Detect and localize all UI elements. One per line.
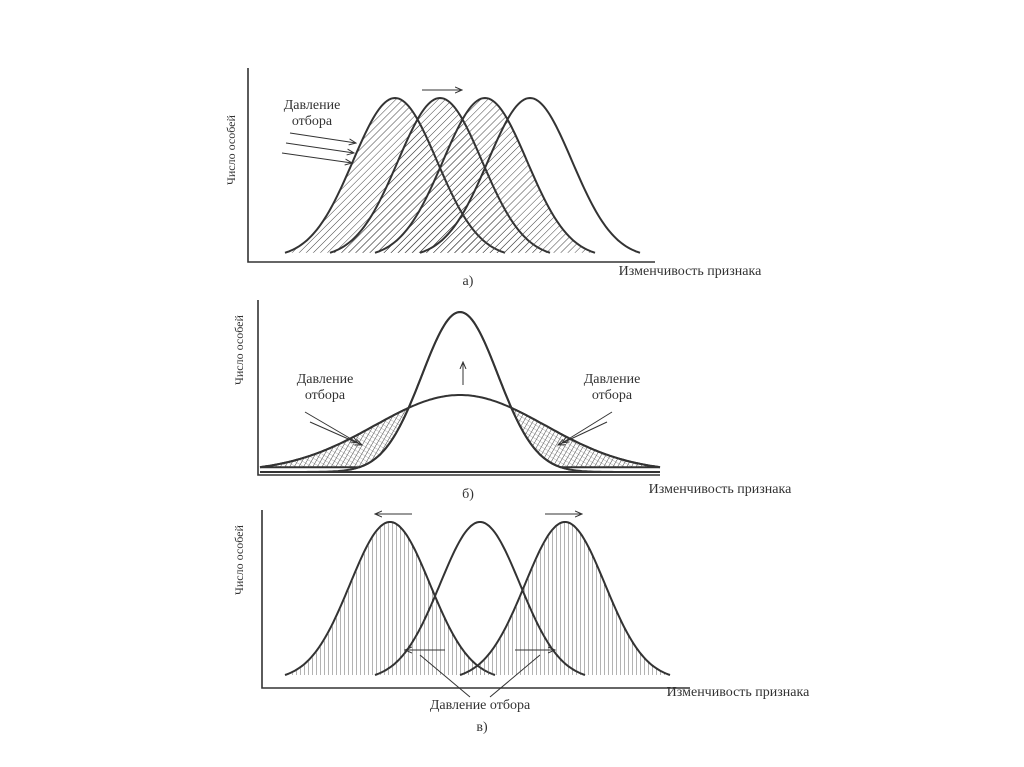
curve [349, 310, 571, 471]
curve [374, 96, 596, 254]
panel-label: б) [462, 487, 474, 502]
arrows [281, 90, 462, 163]
annotation: Давление [284, 98, 341, 113]
arrows [304, 362, 613, 445]
curve [259, 394, 661, 469]
x-label: Изменчивость признака [667, 685, 810, 700]
annotation: Давление отбора [430, 698, 531, 713]
axes [257, 300, 660, 476]
panel-label: в) [476, 720, 488, 735]
annotation: Давление [297, 372, 354, 387]
axes [247, 68, 655, 263]
y-label: Число особей [224, 114, 238, 184]
x-label: Изменчивость признака [649, 482, 792, 497]
annotation: Давление [584, 372, 641, 387]
curve [419, 96, 641, 254]
arrows [375, 514, 582, 698]
annotation: отбора [305, 388, 346, 403]
y-label: Число особей [232, 524, 246, 594]
curve [284, 521, 496, 676]
axes [261, 510, 690, 689]
curves [259, 96, 671, 676]
annotation: отбора [592, 388, 633, 403]
panel-label: а) [463, 274, 474, 289]
curve [459, 521, 671, 676]
annotation: отбора [292, 114, 333, 129]
x-label: Изменчивость признака [619, 264, 762, 279]
y-label: Число особей [232, 314, 246, 384]
curve [374, 521, 586, 676]
